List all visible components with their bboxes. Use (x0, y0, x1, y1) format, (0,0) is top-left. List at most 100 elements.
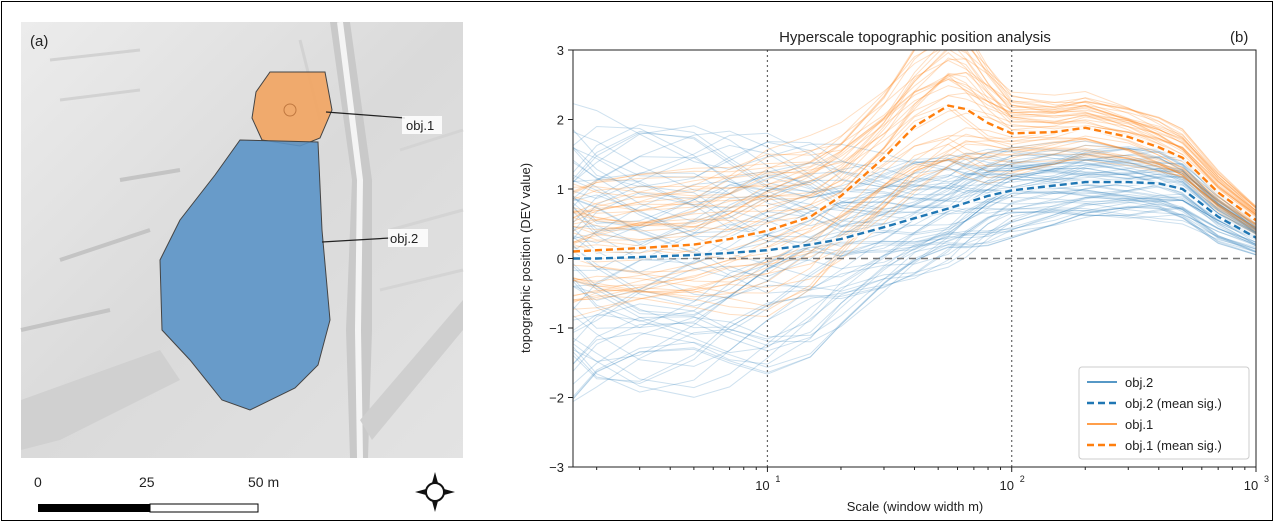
obj-2-leader-line (321, 237, 391, 243)
obj-2-profile-line (573, 141, 1256, 224)
obj-2-profile-line (573, 209, 1256, 393)
obj-2-profile-line (573, 164, 1256, 243)
legend-box (1078, 366, 1250, 460)
obj-1-profile-line (573, 137, 1256, 287)
obj-2-profile-line (573, 184, 1256, 321)
obj-2-profile-line (573, 130, 1256, 228)
obj-2-profile-line (573, 173, 1256, 271)
legend: obj.2 obj.2 (mean sig.) obj.1 obj.1 (mean s… (1078, 366, 1250, 460)
obj-1-profile-line (573, 74, 1256, 231)
obj-1-profile-line (573, 140, 1256, 302)
x-tick-exponent: 2 (1020, 474, 1025, 484)
x-tick-label: 10 (999, 478, 1013, 493)
obj-1-profile-line (573, 152, 1256, 311)
obj-2-profile-line (573, 177, 1256, 287)
scale-bar (38, 503, 259, 513)
y-tick-label: 2 (557, 113, 564, 128)
obj-2-profile-line (573, 206, 1256, 399)
x-tick-exponent: 3 (1264, 474, 1269, 484)
obj-1-profile-line (573, 77, 1256, 225)
obj-2-profile-line (573, 173, 1256, 254)
obj-1-profile-line (573, 71, 1256, 231)
x-axis-label: Scale (window width m) (847, 499, 984, 514)
y-tick-label: −2 (549, 391, 564, 406)
obj-2-profile-line (573, 131, 1256, 226)
obj-2-label: obj.2 (390, 231, 418, 246)
obj-1-profile-line (573, 50, 1256, 208)
scale-tick-50: 50 m (248, 474, 279, 490)
chart-title: Hyperscale topographic position analysis (779, 29, 1051, 46)
x-tick-label: 10 (1244, 478, 1258, 493)
obj-2-profile-line (573, 144, 1256, 228)
obj-1-profile-line (573, 50, 1256, 218)
obj-1-profile-line (573, 138, 1256, 294)
obj-2-profile-line (573, 210, 1256, 398)
obj-1-profile-line (573, 50, 1256, 210)
obj-2-profile-line (573, 190, 1256, 322)
obj-2-profile-line (573, 146, 1256, 226)
scale-tick-0: 0 (34, 474, 42, 490)
map-panel: obj.1 obj.2 (a) 0 25 50 m (20, 21, 464, 513)
scale-tick-25: 25 (139, 474, 155, 490)
obj-2-profile-line (573, 154, 1256, 234)
obj-2-profile-line (573, 132, 1256, 231)
obj-2-profile-line (573, 159, 1256, 236)
obj-1-profile-line (573, 60, 1256, 212)
obj-2-profile-line (573, 186, 1256, 316)
obj-2-profile-line (573, 165, 1256, 230)
obj-2-profile-line (573, 158, 1256, 229)
obj-1-profile-line (573, 85, 1256, 232)
obj-1-profile-line (573, 52, 1256, 219)
obj-1-profile-line (573, 73, 1256, 244)
obj-2-profile-line (573, 193, 1256, 329)
y-axis-label: topographic position (DEV value) (518, 163, 533, 353)
obj-2-profile-line (573, 163, 1256, 229)
obj-1-profile-line (573, 128, 1256, 273)
obj-2-profile-line (573, 206, 1256, 400)
obj-2-profile-line (573, 167, 1256, 244)
obj-2-profile-line (573, 132, 1256, 225)
obj-2-profile-line (573, 187, 1256, 317)
obj-2-profile-line (573, 167, 1256, 243)
obj-1-profile-line (573, 154, 1256, 318)
obj-1-profile-line (573, 50, 1256, 208)
x-tick-label: 10 (755, 478, 769, 493)
obj-2-profile-line (573, 163, 1256, 229)
legend-label: obj.2 (1125, 375, 1153, 390)
obj-1-profile-line (573, 138, 1256, 293)
x-axis: 10 1 10 2 10 3 (596, 467, 1269, 493)
panel-a-label: (a) (30, 33, 48, 50)
legend-label: obj.1 (1125, 417, 1153, 432)
obj-2-profile-line (573, 172, 1256, 254)
legend-label: obj.1 (mean sig.) (1125, 438, 1222, 453)
obj-2-profile-line (573, 162, 1256, 238)
obj-2-profile-line (573, 164, 1256, 240)
obj-1-profile-line (573, 50, 1256, 212)
y-tick-label: 1 (557, 182, 564, 197)
obj-2-profile-line (573, 191, 1256, 335)
obj-1-label: obj.1 (406, 118, 434, 133)
obj-2-profile-line (573, 161, 1256, 234)
y-tick-label: 0 (557, 252, 564, 267)
obj-2-profile-line (573, 206, 1256, 382)
obj-1-profile-line (573, 50, 1256, 223)
obj-2-mean-signature-line (573, 180, 1256, 260)
obj-1-profile-line (573, 92, 1256, 241)
obj-2-profile-line (573, 201, 1256, 365)
obj-1-profile-line (573, 95, 1256, 241)
obj-2-profile-line (573, 193, 1256, 344)
obj-1-profile-line (573, 78, 1256, 228)
obj-1-profile-line (573, 153, 1256, 307)
y-tick-label: −1 (549, 321, 564, 336)
obj-2-profile-line (573, 147, 1256, 228)
obj-1-profile-line (573, 72, 1256, 245)
obj-2-profile-line (573, 200, 1256, 367)
obj-1-profile-line (573, 143, 1256, 294)
obj-2-profile-line (573, 124, 1256, 231)
obj-1-profile-line (573, 58, 1256, 214)
y-tick-label: 3 (557, 43, 564, 58)
obj-1-profile-line (573, 72, 1256, 243)
band-layer (573, 50, 1256, 403)
obj-1-profile-line (573, 139, 1256, 298)
